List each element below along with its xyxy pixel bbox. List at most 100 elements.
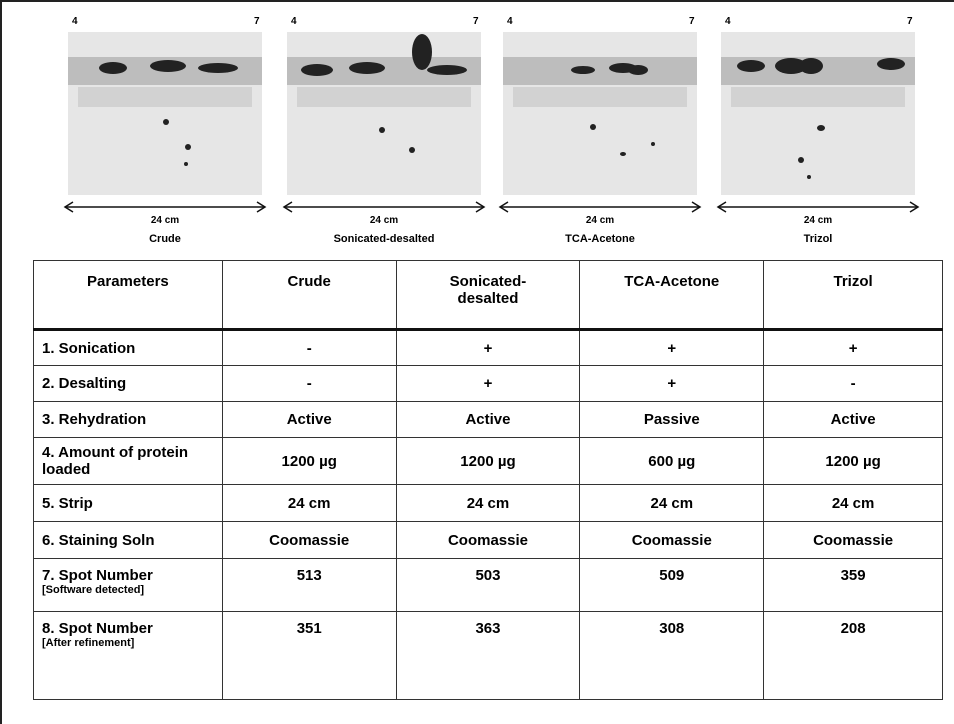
gel-spot xyxy=(349,62,385,74)
gel-label: Trizol xyxy=(708,233,928,245)
gel-image xyxy=(287,32,481,195)
gel-spot xyxy=(817,125,825,131)
table-cell: 24 cm xyxy=(396,485,580,522)
row-label-text: 2. Desalting xyxy=(42,375,126,392)
table-cell: 1200 µg xyxy=(764,438,943,485)
strip-length: 24 cm xyxy=(65,215,265,226)
gel-spot xyxy=(807,175,811,179)
table-cell: 509 xyxy=(580,559,764,612)
gel-spot xyxy=(737,60,765,72)
table-cell: Active xyxy=(396,402,580,438)
parameter-table: ParametersCrudeSonicated-desaltedTCA-Ace… xyxy=(33,260,943,700)
gel-spot xyxy=(150,60,186,72)
gel-spot xyxy=(198,63,238,73)
gel-spot xyxy=(185,144,191,150)
left-ph-label: 4 xyxy=(725,16,731,27)
right-ph-label: 7 xyxy=(254,16,260,27)
table-row: 2. Desalting-++- xyxy=(34,366,943,402)
header-cell: Parameters xyxy=(34,261,223,330)
table-cell: Active xyxy=(764,402,943,438)
left-ph-label: 4 xyxy=(72,16,78,27)
gel-background xyxy=(503,32,697,195)
gel-spot xyxy=(877,58,905,70)
row-label-text: 8. Spot Number xyxy=(42,620,153,637)
row-label-text: 3. Rehydration xyxy=(42,411,146,428)
table-cell: 600 µg xyxy=(580,438,764,485)
gel-spot-region xyxy=(731,87,905,107)
table-cell: 363 xyxy=(396,612,580,700)
right-ph-label: 7 xyxy=(473,16,479,27)
table-cell: 351 xyxy=(222,612,396,700)
table-cell: 24 cm xyxy=(222,485,396,522)
gel-label: TCA-Acetone xyxy=(490,233,710,245)
gel-spot xyxy=(409,147,415,153)
gel-spot xyxy=(620,152,626,156)
gel-image xyxy=(721,32,915,195)
gel-background xyxy=(68,32,262,195)
gel-spot xyxy=(590,124,596,130)
gel-label: Sonicated-desalted xyxy=(274,233,494,245)
row-note: [After refinement] xyxy=(42,637,216,649)
row-label-text: 1. Sonication xyxy=(42,340,135,357)
row-label: 8. Spot Number[After refinement] xyxy=(34,612,223,700)
strip-length: 24 cm xyxy=(718,215,918,226)
header-text: Trizol xyxy=(798,273,908,290)
row-note: [Software detected] xyxy=(42,584,216,596)
gel-spot-region xyxy=(513,87,687,107)
table-cell: + xyxy=(396,330,580,366)
gel-image xyxy=(68,32,262,195)
table-cell: 503 xyxy=(396,559,580,612)
strip-length: 24 cm xyxy=(284,215,484,226)
table-cell: + xyxy=(580,366,764,402)
row-label: 2. Desalting xyxy=(34,366,223,402)
row-label-text: 6. Staining Soln xyxy=(42,532,155,549)
length-arrow xyxy=(282,201,486,213)
table-cell: 24 cm xyxy=(764,485,943,522)
gel-spot xyxy=(184,162,188,166)
table-row: 4. Amount of protein loaded 1200 µg 1200 µ… xyxy=(34,438,943,485)
row-label-text: 7. Spot Number xyxy=(42,567,153,584)
table-cell: Active xyxy=(222,402,396,438)
table-cell: 1200 µg xyxy=(396,438,580,485)
table-cell: 359 xyxy=(764,559,943,612)
row-label: 5. Strip xyxy=(34,485,223,522)
table-cell: + xyxy=(580,330,764,366)
gel-background xyxy=(721,32,915,195)
header-cell: Trizol xyxy=(764,261,943,330)
table-cell: Coomassie xyxy=(764,522,943,559)
header-text: Parameters xyxy=(73,273,183,290)
row-label: 1. Sonication xyxy=(34,330,223,366)
gel-band-region xyxy=(503,57,697,85)
table-cell: 24 cm xyxy=(580,485,764,522)
gel-spot xyxy=(99,62,127,74)
gel-spot xyxy=(379,127,385,133)
row-label: 6. Staining Soln xyxy=(34,522,223,559)
left-ph-label: 4 xyxy=(507,16,513,27)
table-cell: - xyxy=(222,366,396,402)
header-row: ParametersCrudeSonicated-desaltedTCA-Ace… xyxy=(34,261,943,330)
row-label-text: 4. Amount of protein loaded xyxy=(42,444,188,478)
row-label: 3. Rehydration xyxy=(34,402,223,438)
row-label: 4. Amount of protein loaded xyxy=(34,438,223,485)
strip-length: 24 cm xyxy=(500,215,700,226)
header-text: TCA-Acetone xyxy=(617,273,727,290)
table-cell: 208 xyxy=(764,612,943,700)
table-cell: + xyxy=(764,330,943,366)
gel-spot xyxy=(651,142,655,146)
table-cell: Coomassie xyxy=(222,522,396,559)
gel-spot xyxy=(799,58,823,74)
table-cell: + xyxy=(396,366,580,402)
gel-spot xyxy=(163,119,169,125)
gel-spot xyxy=(301,64,333,76)
table-cell: 513 xyxy=(222,559,396,612)
table-cell: Coomassie xyxy=(580,522,764,559)
header-text: Crude xyxy=(254,273,364,290)
table-cell: Coomassie xyxy=(396,522,580,559)
table-cell: - xyxy=(222,330,396,366)
table-row: 1. Sonication-+++ xyxy=(34,330,943,366)
